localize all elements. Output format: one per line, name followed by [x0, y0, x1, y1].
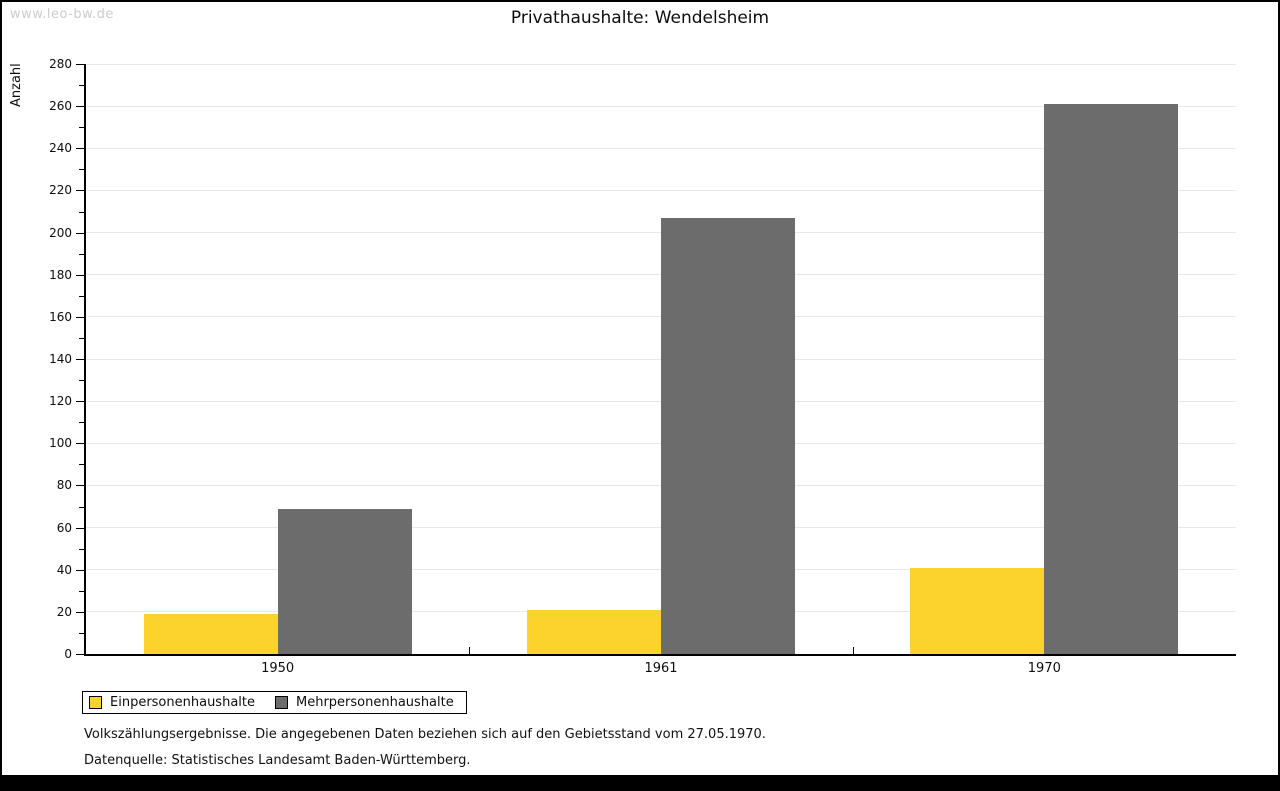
y-minor-tick-50	[79, 548, 84, 550]
y-tick-180	[76, 274, 84, 276]
gridline-240	[86, 147, 1236, 149]
bar-mehrpersonenhaushalte-1970	[1044, 104, 1179, 654]
x-group-separator-1	[469, 647, 471, 654]
y-tick-20	[76, 611, 84, 613]
y-minor-tick-170	[79, 295, 84, 297]
y-tick-label-20: 20	[56, 604, 72, 619]
y-tick-280	[76, 64, 84, 65]
y-tick-label-140: 140	[49, 352, 72, 366]
bar-einpersonenhaushalte-1961	[527, 609, 661, 654]
footnote-gebietsstand: Volkszählungsergebnisse. Die angegebenen…	[84, 727, 766, 742]
legend-label-einpersonenhaushalte: Einpersonenhaushalte	[110, 695, 255, 710]
y-minor-tick-10	[79, 632, 84, 634]
y-tick-label-220: 220	[49, 183, 72, 198]
x-group-separator-2	[852, 647, 854, 654]
y-tick-label-260: 260	[49, 99, 72, 114]
gridline-280	[86, 63, 1236, 65]
y-tick-260	[76, 106, 84, 108]
y-minor-tick-70	[79, 506, 84, 508]
y-tick-label-240: 240	[49, 141, 72, 156]
plot-inner: 0 20 40 60 80 100 120 140 160 180 200 220 240 260 280 1…	[49, 57, 1236, 676]
legend-swatch-einpersonenhaushalte-icon	[89, 696, 102, 709]
y-tick-label-280: 280	[49, 57, 72, 71]
y-tick-220	[76, 190, 84, 192]
y-minor-tick-250	[79, 127, 84, 129]
footnote-datenquelle: Datenquelle: Statistisches Landesamt Bad…	[84, 753, 471, 768]
plot-area: 0 20 40 60 80 100 120 140 160 180 200 220 240 260 280 1…	[49, 57, 1236, 676]
y-axis-title: Anzahl	[9, 63, 24, 107]
x-category-label-1950: 1950	[261, 661, 295, 676]
legend: Einpersonenhaushalte Mehrpersonenhaushal…	[82, 691, 467, 714]
y-tick-label-200: 200	[49, 225, 72, 240]
y-tick-200	[76, 232, 84, 234]
y-tick-160	[76, 316, 84, 318]
y-tick-label-180: 180	[49, 267, 72, 282]
y-minor-tick-270	[79, 85, 84, 87]
bottom-border-bar	[2, 775, 1278, 789]
x-category-label-1961: 1961	[644, 661, 678, 676]
y-tick-label-80: 80	[56, 478, 72, 493]
bar-einpersonenhaushalte-1970	[910, 567, 1045, 654]
legend-item-einpersonenhaushalte: Einpersonenhaushalte	[89, 695, 255, 710]
y-tick-label-160: 160	[49, 309, 72, 324]
bar-einpersonenhaushalte-1950	[143, 613, 278, 654]
gridline-220	[86, 189, 1236, 191]
y-minor-tick-110	[79, 422, 84, 424]
y-tick-label-60: 60	[56, 520, 72, 535]
y-minor-tick-230	[79, 169, 84, 171]
y-tick-240	[76, 148, 84, 150]
x-category-label-1970: 1970	[1027, 661, 1061, 676]
chart-title: Privathaushalte: Wendelsheim	[510, 8, 770, 28]
y-tick-40	[76, 569, 84, 571]
bar-mehrpersonenhaushalte-1950	[277, 508, 412, 654]
y-tick-label-0: 0	[64, 647, 72, 661]
y-tick-120	[76, 401, 84, 403]
bar-mehrpersonenhaushalte-1961	[661, 217, 795, 654]
y-tick-140	[76, 359, 84, 360]
y-tick-label-100: 100	[49, 436, 72, 451]
watermark: www.leo-bw.de	[10, 7, 114, 22]
gridline-260	[86, 105, 1236, 107]
y-tick-label-40: 40	[56, 562, 72, 577]
legend-label-mehrpersonenhaushalte: Mehrpersonenhaushalte	[296, 695, 454, 710]
y-minor-tick-30	[79, 590, 84, 592]
y-minor-tick-190	[79, 253, 84, 255]
y-tick-0	[76, 654, 84, 655]
y-minor-tick-90	[79, 464, 84, 466]
legend-item-mehrpersonenhaushalte: Mehrpersonenhaushalte	[275, 695, 454, 710]
y-tick-100	[76, 443, 84, 445]
y-minor-tick-150	[79, 337, 84, 339]
y-tick-label-120: 120	[49, 394, 72, 409]
y-tick-80	[76, 485, 84, 487]
y-tick-60	[76, 527, 84, 529]
y-minor-tick-130	[79, 380, 84, 382]
y-minor-tick-210	[79, 211, 84, 213]
legend-swatch-mehrpersonenhaushalte-icon	[275, 696, 288, 709]
